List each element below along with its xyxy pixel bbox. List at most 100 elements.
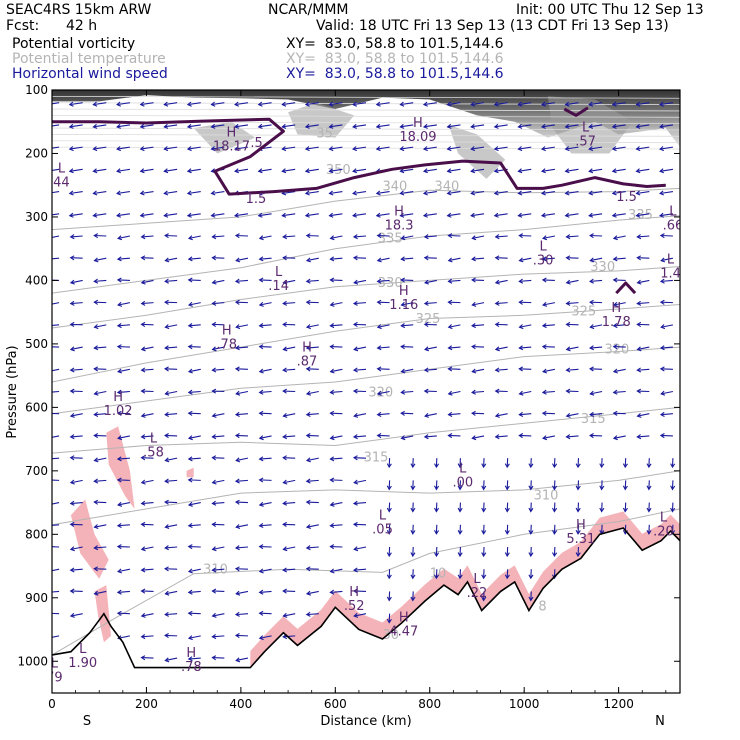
wind-arrowhead (282, 346, 288, 352)
wind-arrowhead (281, 146, 287, 152)
wind-vector (188, 235, 201, 239)
wind-arrowhead (211, 434, 217, 440)
wind-vector (329, 168, 343, 172)
wind-arrowhead (93, 545, 99, 551)
wind-arrowhead (329, 435, 335, 441)
wind-arrowhead (635, 101, 641, 107)
wind-vector (660, 346, 673, 349)
wind-vector (165, 524, 178, 528)
extremum-letter: L (667, 252, 675, 267)
wind-arrowhead (635, 190, 641, 196)
wind-arrowhead (386, 552, 392, 558)
wind-arrowhead (139, 212, 145, 218)
wind-arrowhead (258, 435, 264, 441)
wind-arrowhead (92, 101, 98, 107)
wind-vector (661, 324, 674, 328)
wind-arrowhead (139, 146, 145, 152)
wind-arrowhead (588, 123, 594, 129)
wind-vector (330, 368, 343, 373)
wind-vector (305, 124, 319, 128)
wind-arrowhead (164, 590, 170, 596)
wind-arrowhead (494, 300, 500, 306)
wind-vector (659, 124, 673, 128)
wind-arrowhead (659, 123, 665, 129)
forecast-hours: 42 h (66, 18, 98, 34)
wind-arrowhead (187, 301, 193, 307)
wind-vector (52, 568, 60, 572)
wind-arrowhead (305, 411, 311, 417)
wind-arrowhead (386, 574, 392, 580)
wind-arrowhead (518, 411, 524, 417)
wind-arrowhead (328, 190, 334, 196)
wind-arrowhead (257, 168, 263, 174)
pv-fill-patch (186, 467, 194, 478)
wind-vector (165, 546, 178, 549)
y-tick-label: 100 (25, 83, 48, 97)
extremum-value: .78 (216, 337, 237, 352)
wind-arrowhead (636, 367, 642, 373)
wind-arrowhead (541, 256, 547, 262)
wind-vector (117, 324, 130, 327)
wind-vector (52, 368, 60, 372)
wind-arrowhead (187, 456, 193, 462)
wind-arrowhead (564, 212, 570, 218)
wind-arrowhead (46, 102, 50, 106)
wind-arrowhead (93, 478, 99, 484)
wind-arrowhead (564, 190, 570, 196)
wind-vector (424, 346, 437, 350)
wind-vector (565, 191, 579, 195)
wind-vector (188, 502, 201, 506)
wind-arrowhead (422, 101, 428, 107)
axes: 0 200 400 600 800 1000 1200 100 200 300 400 500 600 7… (17, 83, 680, 711)
wind-arrowhead (163, 101, 169, 107)
wind-arrowhead (659, 146, 665, 152)
theta-line (52, 470, 680, 526)
wind-arrowhead (234, 611, 240, 617)
extremum-letter: L (660, 511, 668, 526)
wind-arrowhead (47, 436, 51, 440)
wind-arrowhead (400, 344, 405, 350)
wind-arrowhead (518, 299, 524, 305)
wind-arrowhead (434, 485, 440, 491)
extremum-value: .87 (297, 355, 318, 370)
wind-arrowhead (258, 477, 264, 483)
wind-arrowhead (659, 433, 665, 439)
wind-arrowhead (386, 596, 392, 602)
wind-arrowhead (305, 345, 311, 351)
wind-vector (188, 635, 201, 639)
wind-arrowhead (470, 168, 476, 174)
extremum-value: .58 (143, 445, 164, 460)
extremum-value: 18.3 (385, 219, 414, 234)
wind-arrowhead (187, 656, 193, 662)
wind-vector (118, 568, 131, 573)
wind-vector (283, 635, 296, 638)
wind-vector (305, 146, 319, 150)
wind-vector (236, 457, 249, 462)
wind-vector (519, 279, 532, 282)
wind-arrowhead (164, 390, 170, 396)
wind-vector (353, 502, 367, 505)
wind-arrowhead (282, 521, 287, 527)
wind-arrowhead (234, 633, 240, 639)
wind-arrowhead (187, 344, 193, 350)
extremum-value: 4.47 (389, 624, 418, 639)
wind-arrowhead (376, 433, 382, 439)
wind-vector (259, 524, 272, 527)
theta-line (52, 304, 680, 383)
wind-arrowhead (542, 435, 548, 441)
y-tick-label: 600 (25, 400, 48, 414)
wind-vector (188, 568, 201, 573)
wind-arrowhead (281, 212, 287, 218)
y-tick-label: 700 (25, 464, 48, 478)
theta-line (52, 187, 680, 231)
wind-vector (165, 390, 178, 395)
wind-vector (518, 213, 532, 217)
wind-arrowhead (564, 146, 570, 152)
wind-vector (353, 368, 367, 371)
extremum-letter: L (379, 509, 387, 524)
wind-vector (236, 590, 249, 595)
wind-arrowhead (471, 323, 476, 329)
wind-arrowhead (282, 546, 288, 552)
wind-vector (543, 435, 555, 439)
wind-arrowhead (304, 168, 310, 174)
